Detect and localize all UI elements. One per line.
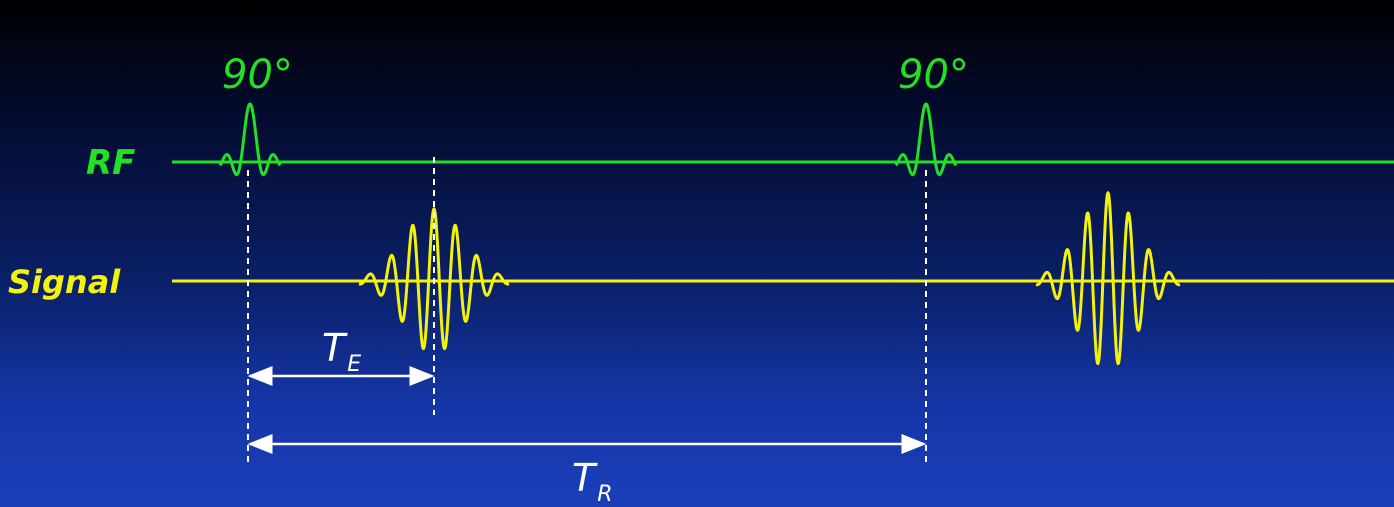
flip-angle-label-2: 90° xyxy=(898,52,969,98)
signal-label: Signal xyxy=(8,263,121,301)
rf-label: RF xyxy=(86,143,136,183)
rf-pulse-1 xyxy=(218,102,282,177)
echo-signal-1 xyxy=(358,206,510,351)
rf-pulse-2 xyxy=(894,102,958,177)
te-label: TE xyxy=(322,326,362,377)
echo-signal-2 xyxy=(1035,190,1181,366)
tr-label: TR xyxy=(572,456,613,507)
flip-angle-label-1: 90° xyxy=(222,52,293,98)
